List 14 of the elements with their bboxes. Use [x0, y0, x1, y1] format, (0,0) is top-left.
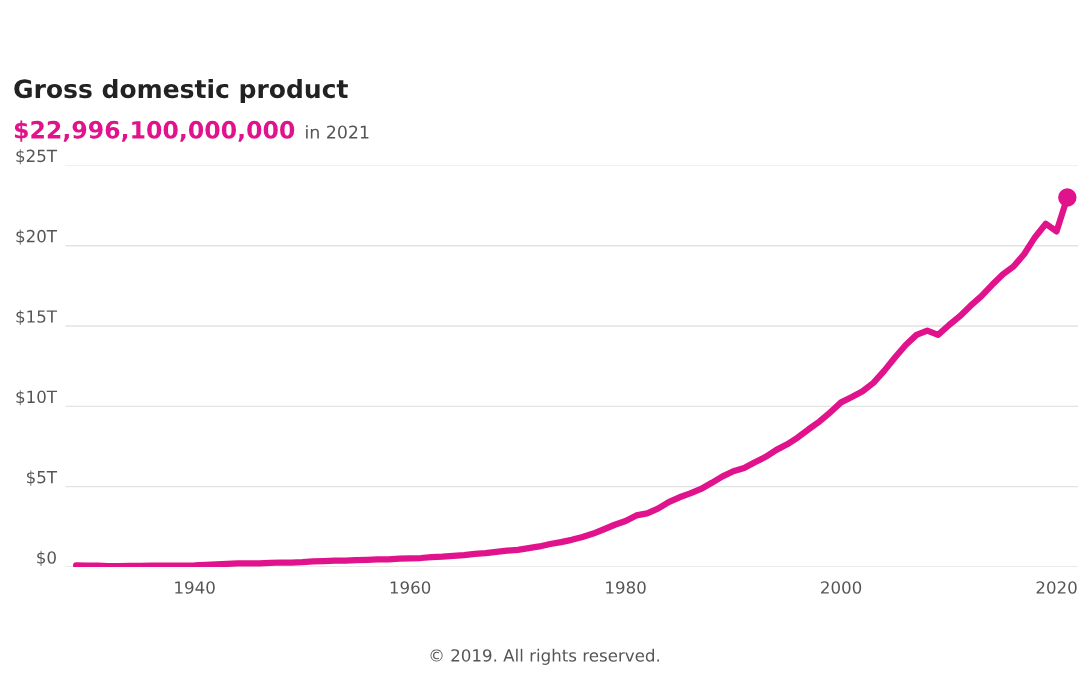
x-tick-label: 1940: [175, 581, 215, 594]
x-tick-label: 1980: [606, 581, 646, 594]
y-tick-label: $25T: [16, 149, 58, 165]
y-tick-label: $0: [37, 550, 56, 566]
y-tick-label: $10T: [16, 390, 58, 406]
text: © 2019. All rights reserved.: [430, 648, 659, 665]
y-tick-label: $5T: [27, 470, 58, 486]
x-tick-label: 2020: [1036, 581, 1077, 594]
chart-subtitle: $22,996,100,000,000 in 2021: [14, 120, 369, 142]
x-tick-label: 2000: [821, 581, 862, 594]
x-tick-label: 1960: [390, 581, 431, 594]
y-tick-label: $15T: [16, 309, 58, 326]
y-tick-label: $20T: [16, 229, 58, 245]
chart-title: Gross domestic product: [14, 78, 348, 104]
